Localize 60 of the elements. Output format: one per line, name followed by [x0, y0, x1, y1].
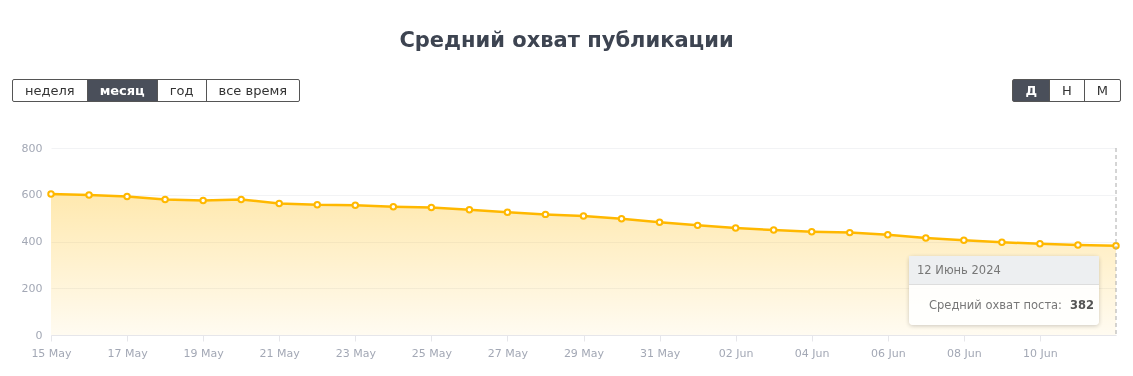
point: [161, 195, 169, 204]
point: [769, 226, 778, 234]
x-tick-label: 27 May: [487, 346, 529, 360]
point: [807, 227, 816, 236]
x-tick-label: 21 May: [259, 346, 301, 360]
point: [427, 203, 436, 212]
point: [199, 196, 207, 205]
y-tick-label: 200: [21, 281, 43, 295]
y-tick-label: 600: [21, 188, 43, 202]
point: [47, 190, 55, 198]
series-label: Средний охват поста:: [929, 297, 1062, 312]
text: Н: [1049, 80, 1084, 101]
x-tick-label: 17 May: [107, 346, 149, 360]
text: неделя: [24, 82, 76, 100]
point: [503, 208, 512, 217]
x-tick-label: 25 May: [411, 346, 453, 360]
point: [123, 192, 131, 201]
text: год: [156, 80, 206, 101]
point: [313, 201, 321, 209]
x-tick-label: 06 Jun: [870, 346, 906, 360]
x-tick-label: 29 May: [563, 346, 605, 360]
point: [237, 195, 245, 204]
text: месяц: [86, 80, 157, 101]
text: все время: [205, 80, 300, 101]
x-tick-label: 31 May: [639, 346, 681, 360]
point: [693, 221, 702, 230]
point: [846, 228, 854, 237]
text: Д: [1013, 80, 1049, 101]
point: [541, 210, 550, 219]
x-tick-label: 10 Jun: [1023, 346, 1058, 360]
point: [960, 236, 968, 245]
point: [884, 230, 892, 239]
point: [579, 212, 588, 220]
chart-title: Средний охват публикации: [398, 28, 735, 52]
x-tick-label: 02 Jun: [718, 346, 754, 360]
point: [465, 205, 474, 214]
point: [1112, 241, 1120, 250]
x-tick-label: 04 Jun: [794, 346, 830, 360]
text: М: [1083, 80, 1120, 101]
y-tick-label: 800: [21, 141, 43, 155]
x-tick-label: 19 May: [183, 346, 225, 360]
y-tick-label: 400: [21, 235, 43, 248]
point: [998, 238, 1006, 246]
annotation: 12 Июнь 2024: [909, 255, 1099, 285]
x-tick-label: 08 Jun: [947, 346, 982, 360]
point: [617, 215, 626, 223]
point: [1036, 240, 1044, 248]
point: [389, 202, 398, 211]
point: [351, 201, 360, 209]
tooltip-card: 12 Июнь 2024 Средний охват поста: 382: [909, 255, 1099, 325]
x-tick-label: 23 May: [335, 346, 377, 360]
x-tick-label: 15 May: [31, 346, 73, 360]
point: [275, 199, 283, 208]
point: [922, 234, 930, 242]
point: [1074, 241, 1082, 249]
point: [85, 191, 93, 199]
y-tick-label: 0: [35, 328, 43, 342]
annotation: 382: [1070, 297, 1095, 312]
point: [655, 218, 664, 227]
point: [731, 224, 740, 232]
